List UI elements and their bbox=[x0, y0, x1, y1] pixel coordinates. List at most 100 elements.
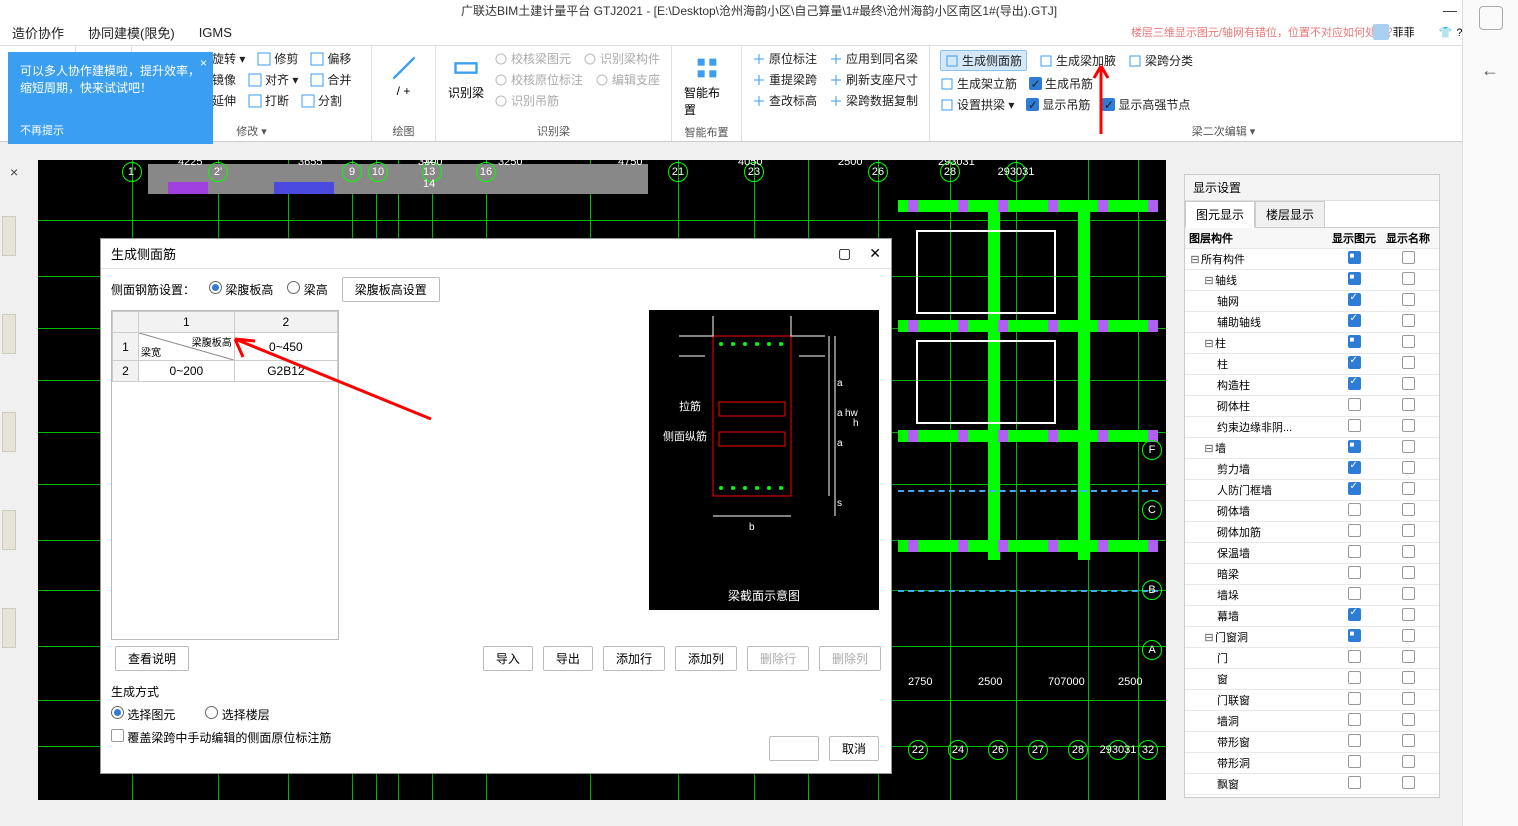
window-icon[interactable] bbox=[1479, 6, 1503, 30]
tree-row[interactable]: 构造柱 bbox=[1185, 375, 1439, 396]
tooltip-dismiss[interactable]: 不再提示 bbox=[20, 122, 64, 138]
tree-row[interactable]: 约束边缘非阴... bbox=[1185, 417, 1439, 438]
cancel-button[interactable]: 取消 bbox=[829, 736, 879, 761]
edit-分割[interactable]: 分割 bbox=[301, 92, 342, 109]
dlg-btn-0[interactable]: 查看说明 bbox=[115, 646, 189, 671]
tree-row[interactable]: 带形洞 bbox=[1185, 753, 1439, 774]
line-tool[interactable]: / + bbox=[382, 50, 425, 102]
gen-梁跨分类[interactable]: 梁跨分类 bbox=[1128, 52, 1193, 69]
dialog-title: 生成侧面筋 bbox=[111, 244, 176, 263]
pos-刷新支座尺寸[interactable]: 刷新支座尺寸 bbox=[829, 71, 918, 88]
tree-row[interactable]: ⊟轴线 bbox=[1185, 270, 1439, 291]
edit-修剪[interactable]: 修剪 bbox=[257, 50, 298, 67]
position-group: 原位标注应用到同名梁重提梁跨刷新支座尺寸查改标高梁跨数据复制 bbox=[742, 46, 930, 141]
search-hint[interactable]: 楼层三维显示图元/轴网有错位，位置不对应如何处理？ bbox=[1131, 24, 1398, 40]
dlg-btn-2[interactable]: 导出 bbox=[543, 646, 593, 671]
gen-设置拱梁 ▾[interactable]: 设置拱梁 ▾ bbox=[940, 96, 1014, 113]
tree-row[interactable]: 保温墙 bbox=[1185, 543, 1439, 564]
pos-应用到同名梁[interactable]: 应用到同名梁 bbox=[829, 50, 918, 67]
ok-button[interactable]: 确定 bbox=[769, 736, 819, 761]
user-area[interactable]: 菲菲👕?▾ bbox=[1373, 24, 1468, 40]
far-right-bar: ← bbox=[1462, 0, 1518, 826]
pos-重提梁跨[interactable]: 重提梁跨 bbox=[752, 71, 817, 88]
dlg-btn-1[interactable]: 导入 bbox=[483, 646, 533, 671]
tree-row[interactable]: 暗梁 bbox=[1185, 564, 1439, 585]
tree-row[interactable]: ⊟墙 bbox=[1185, 438, 1439, 459]
tree-row[interactable]: 幕墙 bbox=[1185, 606, 1439, 627]
back-icon[interactable]: ← bbox=[1481, 60, 1499, 81]
collab-tooltip: × 可以多人协作建模啦，提升效率， 缩短周期，快来试试吧！ 不再提示 bbox=[8, 52, 213, 144]
gen-生成侧面筋[interactable]: 生成侧面筋 bbox=[940, 50, 1027, 71]
tree-row[interactable]: 辅助轴线 bbox=[1185, 312, 1439, 333]
tree-row[interactable]: 砌体柱 bbox=[1185, 396, 1439, 417]
gen-生成架立筋[interactable]: 生成架立筋 bbox=[940, 75, 1017, 92]
radio-beam-height[interactable]: 梁高 bbox=[287, 281, 327, 298]
edit-打断[interactable]: 打断 bbox=[248, 92, 289, 109]
tree-row[interactable]: 墙垛 bbox=[1185, 585, 1439, 606]
display-panel: 显示设置 图元显示 楼层显示 图层构件 显示图元 显示名称 ⊟所有构件⊟轴线轴网… bbox=[1184, 174, 1440, 798]
panel-close-icon[interactable]: × bbox=[10, 164, 18, 180]
tree-row[interactable]: 剪力墙 bbox=[1185, 459, 1439, 480]
idbeam-校核原位标注[interactable]: 校核原位标注 bbox=[494, 71, 583, 88]
edit-偏移[interactable]: 偏移 bbox=[310, 50, 351, 67]
smart-layout-button[interactable]: 智能布置 bbox=[682, 50, 731, 122]
tab-floor-display[interactable]: 楼层显示 bbox=[1255, 201, 1325, 227]
tree-row[interactable]: 飘窗 bbox=[1185, 774, 1439, 795]
svg-text:侧面纵筋: 侧面纵筋 bbox=[663, 429, 707, 443]
pos-梁跨数据复制[interactable]: 梁跨数据复制 bbox=[829, 92, 918, 109]
menu-price[interactable]: 造价协作 bbox=[12, 23, 64, 42]
cell-0-200[interactable]: 0~200 bbox=[139, 361, 235, 382]
radio-web-height[interactable]: 梁腹板高 bbox=[209, 281, 273, 298]
minimize-icon[interactable]: — bbox=[1443, 2, 1457, 19]
tree-row[interactable]: ⊟所有构件 bbox=[1185, 249, 1439, 270]
gen-显示吊筋[interactable]: ✓显示吊筋 bbox=[1026, 96, 1090, 113]
tree-row[interactable]: ⊟柱 bbox=[1185, 333, 1439, 354]
idbeam-识别吊筋[interactable]: 识别吊筋 bbox=[494, 92, 559, 109]
tree-row[interactable]: 人防门框墙 bbox=[1185, 480, 1439, 501]
radio-select-element[interactable]: 选择图元 bbox=[111, 706, 175, 723]
secondary-edit-group: 生成侧面筋生成梁加腋梁跨分类生成架立筋✓生成吊筋设置拱梁 ▾✓显示吊筋✓显示高强… bbox=[930, 46, 1518, 141]
idbeam-校核梁图元[interactable]: 校核梁图元 bbox=[494, 50, 571, 67]
tree-row[interactable]: 砌体墙 bbox=[1185, 501, 1439, 522]
idbeam-识别梁构件[interactable]: 识别梁构件 bbox=[583, 50, 660, 67]
tree-row[interactable]: 门联窗 bbox=[1185, 690, 1439, 711]
gen-生成吊筋[interactable]: ✓生成吊筋 bbox=[1029, 75, 1093, 92]
idbeam-group: 识别梁 校核梁图元识别梁构件校核原位标注编辑支座识别吊筋 识别梁 bbox=[436, 46, 672, 141]
draw-group: / + 绘图 bbox=[372, 46, 436, 141]
idbeam-button[interactable]: 识别梁 bbox=[446, 50, 486, 121]
tooltip-close-icon[interactable]: × bbox=[200, 56, 207, 70]
idbeam-编辑支座[interactable]: 编辑支座 bbox=[595, 71, 660, 88]
tooltip-line2: 缩短周期，快来试试吧！ bbox=[20, 79, 201, 96]
tree-row[interactable]: 老虎窗 bbox=[1185, 795, 1439, 797]
dlg-btn-4[interactable]: 添加列 bbox=[675, 646, 737, 671]
svg-text:拉筋: 拉筋 bbox=[679, 399, 701, 413]
tree-row[interactable]: 窗 bbox=[1185, 669, 1439, 690]
tree-row[interactable]: 砌体加筋 bbox=[1185, 522, 1439, 543]
tree-row[interactable]: ⊟门窗洞 bbox=[1185, 627, 1439, 648]
tree-row[interactable]: 墙洞 bbox=[1185, 711, 1439, 732]
web-height-config-button[interactable]: 梁腹板高设置 bbox=[342, 277, 440, 302]
svg-text:s: s bbox=[837, 498, 842, 509]
col-header-layer: 图层构件 bbox=[1189, 230, 1327, 246]
dialog-close-icon[interactable]: ✕ bbox=[869, 245, 881, 262]
tree-row[interactable]: 带形窗 bbox=[1185, 732, 1439, 753]
dlg-btn-3[interactable]: 添加行 bbox=[603, 646, 665, 671]
pos-原位标注[interactable]: 原位标注 bbox=[752, 50, 817, 67]
overwrite-checkbox[interactable]: 覆盖梁跨中手动编辑的侧面原位标注筋 bbox=[111, 729, 881, 746]
tab-element-display[interactable]: 图元显示 bbox=[1185, 201, 1255, 228]
radio-select-floor[interactable]: 选择楼层 bbox=[205, 706, 269, 723]
tree-row[interactable]: 轴网 bbox=[1185, 291, 1439, 312]
edit-合并[interactable]: 合并 bbox=[310, 71, 351, 88]
draw-label: 绘图 bbox=[382, 123, 425, 139]
svg-text:a: a bbox=[837, 438, 843, 449]
tree-row[interactable]: 柱 bbox=[1185, 354, 1439, 375]
edit-对齐 ▾[interactable]: 对齐 ▾ bbox=[248, 71, 298, 88]
menu-igms[interactable]: IGMS bbox=[199, 25, 232, 40]
tshirt-icon[interactable]: 👕 bbox=[1439, 26, 1453, 39]
menu-collab[interactable]: 协同建模(限免) bbox=[88, 23, 175, 42]
tree-row[interactable]: 门 bbox=[1185, 648, 1439, 669]
dialog-max-icon[interactable]: ▢ bbox=[838, 245, 851, 262]
pos-查改标高[interactable]: 查改标高 bbox=[752, 92, 817, 109]
smart-group: 智能布置 智能布置 bbox=[672, 46, 742, 141]
title-bar: 广联达BIM土建计量平台 GTJ2021 - [E:\Desktop\沧州海韵小… bbox=[0, 0, 1518, 20]
